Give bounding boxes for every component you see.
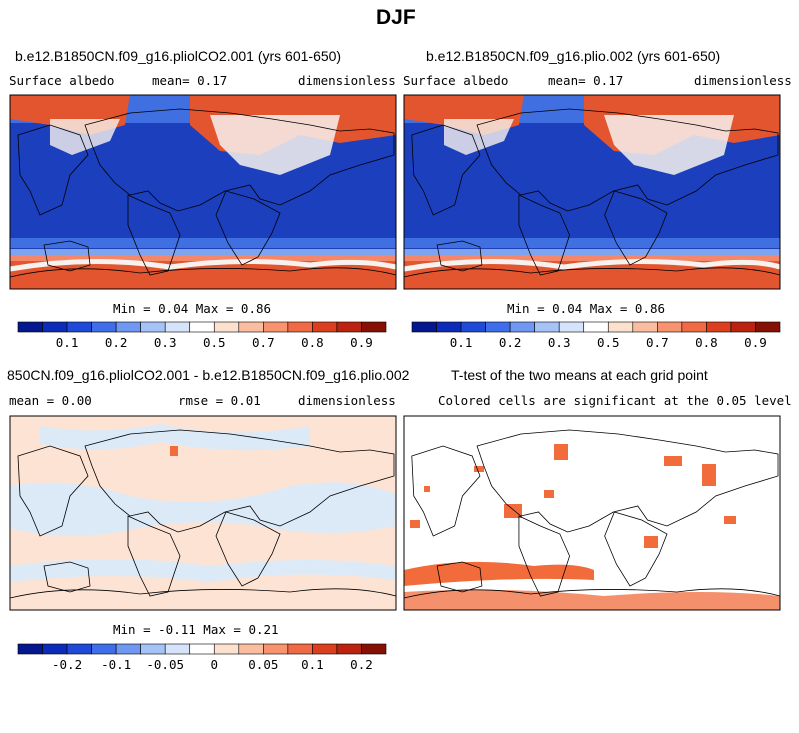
colorbar1-tick-label: 0.8 [301, 335, 324, 350]
colorbar3-swatch [213, 643, 240, 655]
colorbar3-tick-label: -0.05 [146, 657, 184, 672]
colorbar3-swatch [42, 643, 68, 655]
panel3-title: 850CN.f09_g16.pliolCO2.001 - b.e12.B1850… [7, 367, 410, 383]
colorbar3-swatch [238, 643, 264, 655]
colorbar3-swatch [17, 643, 43, 655]
colorbar3-swatch [115, 643, 141, 655]
colorbar2-swatch [607, 321, 634, 333]
panel2-units: dimensionless [694, 73, 792, 88]
colorbar1-swatch [336, 321, 362, 333]
colorbar1-swatch [17, 321, 43, 333]
colorbar1-tick-label: 0.2 [105, 335, 128, 350]
panel3-units: dimensionless [298, 393, 396, 408]
colorbar1-swatch [91, 321, 117, 333]
colorbar1-tick-label: 0.5 [203, 335, 226, 350]
panel1-map [9, 94, 397, 290]
colorbar2-tick-label: 0.8 [695, 335, 718, 350]
colorbar2-swatch [706, 321, 732, 333]
colorbar1-swatch [115, 321, 141, 333]
colorbar1-tick-label: 0.3 [154, 335, 177, 350]
colorbar3-swatch [164, 643, 191, 655]
panel1-mean: mean= 0.17 [152, 73, 228, 88]
colorbar2-swatch [534, 321, 560, 333]
panel2-title: b.e12.B1850CN.f09_g16.plio.002 (yrs 601-… [426, 48, 721, 64]
colorbar3-swatch [336, 643, 362, 655]
colorbar1-swatch [140, 321, 166, 333]
colorbar1-swatch [238, 321, 264, 333]
colorbar1-tick-label: 0.9 [350, 335, 373, 350]
colorbar1-swatch [361, 321, 387, 333]
colorbar2-tick-label: 0.9 [744, 335, 767, 350]
colorbar3-tick-label: 0.2 [350, 657, 373, 672]
colorbar3-tick-label: 0.05 [248, 657, 278, 672]
colorbar1-swatch [287, 321, 313, 333]
colorbar3-tick-label: 0 [211, 657, 219, 672]
colorbar2-swatch [730, 321, 756, 333]
colorbar2-tick-label: 0.3 [548, 335, 571, 350]
colorbar2-tick-label: 0.2 [499, 335, 522, 350]
colorbar2-swatch [436, 321, 462, 333]
panel2-minmax: Min = 0.04 Max = 0.86 [507, 301, 666, 316]
colorbar3-swatch [263, 643, 289, 655]
panel2-variable: Surface albedo [403, 73, 509, 88]
colorbar2-swatch [411, 321, 437, 333]
panel1-minmax: Min = 0.04 Max = 0.86 [113, 301, 272, 316]
panel1-variable: Surface albedo [9, 73, 115, 88]
colorbar3-tick-label: 0.1 [301, 657, 324, 672]
colorbar2-tick-label: 0.1 [450, 335, 473, 350]
panel2-mean: mean= 0.17 [548, 73, 624, 88]
colorbar2-swatch [632, 321, 658, 333]
colorbar2-tick-label: 0.7 [646, 335, 669, 350]
colorbar3-swatch [361, 643, 387, 655]
colorbar1-swatch [164, 321, 191, 333]
colorbar1-tick-label: 0.1 [56, 335, 79, 350]
colorbar1-swatch [189, 321, 215, 333]
colorbar2-tick-label: 0.5 [597, 335, 620, 350]
colorbar2-swatch [558, 321, 585, 333]
colorbar1-swatch [42, 321, 68, 333]
panel3-rmse: rmse = 0.01 [178, 393, 261, 408]
colorbar2-swatch [460, 321, 486, 333]
significant-cells [404, 444, 780, 610]
panel1-title: b.e12.B1850CN.f09_g16.pliolCO2.001 (yrs … [15, 48, 342, 64]
figure-title: DJF [376, 6, 416, 29]
panel4-subtitle: Colored cells are significant at the 0.0… [438, 393, 792, 408]
colorbar1-swatch [213, 321, 240, 333]
colorbar2-swatch [657, 321, 683, 333]
panel4-map [403, 415, 781, 611]
colorbar1-swatch [312, 321, 338, 333]
colorbar2-swatch [509, 321, 535, 333]
panel2-map [403, 94, 781, 290]
panel3-mean: mean = 0.00 [9, 393, 92, 408]
panel4-title: T-test of the two means at each grid poi… [451, 367, 708, 383]
colorbar3-swatch [140, 643, 166, 655]
colorbar1-swatch [263, 321, 289, 333]
colorbar3-swatch [189, 643, 215, 655]
panel1-units: dimensionless [298, 73, 396, 88]
panel3-map [9, 415, 397, 611]
colorbar3-tick-label: -0.2 [52, 657, 82, 672]
colorbar2-swatch [755, 321, 781, 333]
colorbar3-tick-label: -0.1 [101, 657, 131, 672]
colorbar2-swatch [681, 321, 707, 333]
panel3-minmax: Min = -0.11 Max = 0.21 [113, 622, 279, 637]
colorbar-panel2: 0.1 0.2 0.3 0.5 0.7 0.8 0.9 [411, 321, 781, 350]
colorbar-panel1: 0.1 0.2 0.3 0.5 0.7 0.8 0.9 [17, 321, 387, 350]
colorbar1-swatch [66, 321, 92, 333]
colorbar3-swatch [287, 643, 313, 655]
colorbar2-swatch [583, 321, 609, 333]
colorbar3-swatch [91, 643, 117, 655]
colorbar1-tick-label: 0.7 [252, 335, 275, 350]
colorbar3-swatch [66, 643, 92, 655]
colorbar-panel3: -0.2 -0.1 -0.05 0 0.05 0.1 0.2 [17, 643, 387, 672]
colorbar3-swatch [312, 643, 338, 655]
colorbar2-swatch [485, 321, 511, 333]
